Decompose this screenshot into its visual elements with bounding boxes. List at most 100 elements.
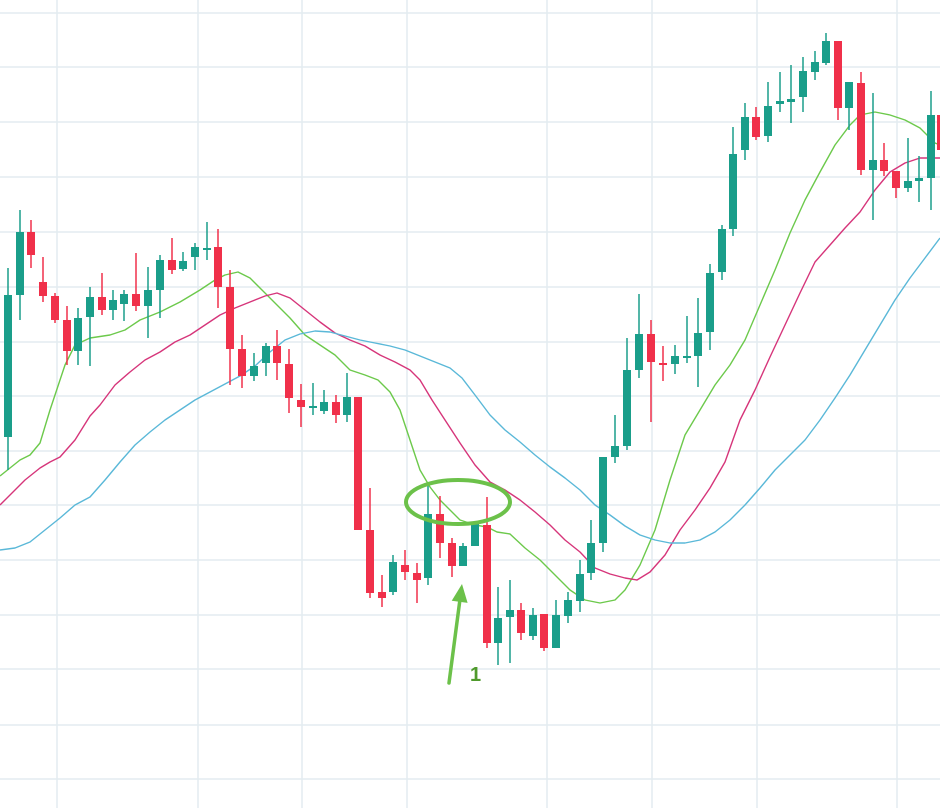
candle-body — [4, 295, 12, 437]
candle-body — [834, 41, 842, 108]
bullish-candle — [611, 415, 619, 463]
candle-body — [671, 356, 679, 364]
candle-body — [564, 600, 572, 616]
candle-body — [343, 397, 351, 415]
bullish-candle — [552, 600, 560, 648]
candle-body — [214, 247, 222, 287]
bearish-candle — [647, 320, 655, 422]
bullish-candle — [343, 373, 351, 422]
bullish-candle — [869, 93, 877, 220]
candle-body — [63, 320, 71, 351]
bullish-candle — [787, 65, 795, 123]
bearish-candle — [436, 496, 444, 558]
candle-body — [845, 82, 853, 108]
bullish-candle — [471, 521, 479, 546]
candle-body — [471, 523, 479, 546]
bearish-candle — [401, 550, 409, 580]
candle-body — [238, 349, 246, 376]
bullish-candle — [16, 210, 24, 320]
candle-body — [51, 296, 59, 320]
candle-body — [494, 618, 502, 643]
moving-average-lines — [0, 111, 940, 604]
bullish-candle — [179, 252, 187, 271]
candle-body — [937, 115, 940, 150]
candle-body — [354, 397, 362, 530]
candle-body — [529, 615, 537, 636]
candle-body — [576, 574, 584, 601]
candle-body — [226, 287, 234, 349]
candle-body — [332, 402, 340, 415]
candle-body — [552, 615, 560, 648]
bullish-candle — [74, 308, 82, 365]
bullish-candle — [623, 338, 631, 450]
bullish-candle — [4, 268, 12, 470]
bullish-candle — [203, 222, 211, 260]
candle-body — [109, 300, 117, 310]
candle-body — [144, 290, 152, 306]
bullish-candle — [811, 51, 819, 80]
candle-body — [448, 543, 456, 566]
bearish-candle — [132, 253, 140, 311]
bullish-candle — [144, 267, 152, 338]
candle-body — [285, 364, 293, 398]
bullish-candle — [320, 390, 328, 414]
candle-body — [309, 406, 317, 408]
bullish-candle — [86, 287, 94, 366]
candle-body — [424, 514, 432, 578]
bearish-candle — [226, 270, 234, 385]
candle-body — [378, 592, 386, 598]
candle-body — [366, 530, 374, 593]
bearish-candle — [448, 538, 456, 577]
bearish-candle — [168, 238, 176, 274]
candle-body — [599, 457, 607, 543]
candle-body — [659, 363, 667, 365]
bullish-candle — [927, 91, 935, 210]
candle-body — [635, 334, 643, 370]
bearish-candle — [366, 488, 374, 598]
bullish-candle — [729, 127, 737, 236]
bullish-candle — [156, 255, 164, 318]
bullish-candle — [459, 543, 467, 566]
bullish-candle — [718, 225, 726, 280]
bullish-candle — [915, 156, 923, 202]
candle-body — [799, 71, 807, 97]
candle-body — [179, 261, 187, 269]
candle-body — [706, 273, 714, 332]
candle-body — [729, 154, 737, 229]
bearish-candle — [834, 41, 842, 120]
candle-body — [168, 260, 176, 270]
candle-body — [16, 232, 24, 295]
candle-body — [811, 62, 819, 72]
candle-body — [436, 514, 444, 543]
bearish-candle — [752, 107, 760, 140]
candle-body — [191, 247, 199, 257]
bullish-candle — [845, 82, 853, 130]
moving-average-line — [0, 111, 940, 604]
bullish-candle — [191, 243, 199, 270]
candle-body — [822, 41, 830, 63]
candle-body — [262, 346, 270, 363]
bearish-candle — [27, 220, 35, 268]
candle-body — [27, 232, 35, 255]
candle-body — [915, 178, 923, 181]
bearish-candle — [214, 229, 222, 308]
bullish-candle — [309, 383, 317, 415]
candle-body — [156, 260, 164, 290]
moving-average-line — [0, 237, 940, 551]
candle-body — [459, 546, 467, 566]
bearish-candle — [378, 575, 386, 607]
candle-body — [320, 402, 328, 411]
bullish-candle — [799, 57, 807, 112]
bearish-candle — [98, 273, 106, 315]
bearish-candle — [332, 395, 340, 423]
candle-body — [120, 294, 128, 304]
candle-body — [203, 248, 211, 250]
bullish-candle — [671, 345, 679, 374]
candle-body — [880, 160, 888, 171]
bearish-candle — [659, 346, 667, 381]
candle-body — [273, 346, 281, 363]
bearish-candle — [39, 257, 47, 302]
candle-body — [74, 318, 82, 351]
annotations — [404, 478, 512, 685]
candle-body — [98, 297, 106, 310]
